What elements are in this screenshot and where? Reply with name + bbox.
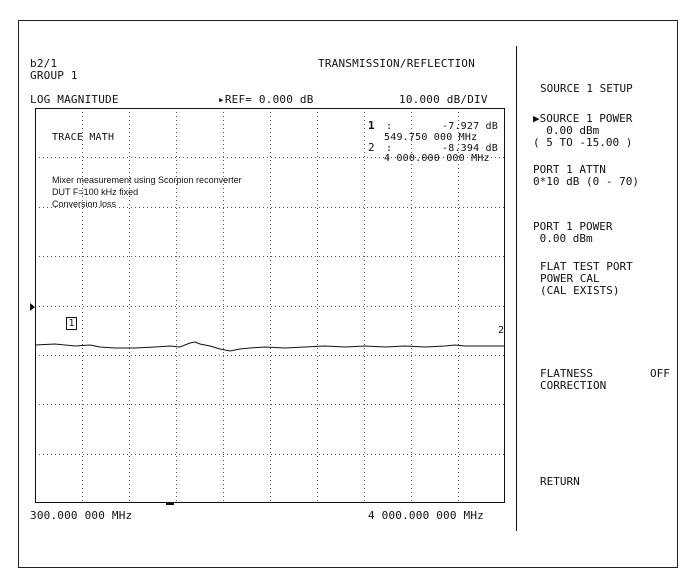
softkey-correction-label: CORRECTION (540, 379, 607, 392)
trace-line (35, 341, 505, 352)
marker1-box: 1 (66, 317, 77, 330)
softkey-menu-title: SOURCE 1 SETUP (540, 82, 633, 95)
screen-frame (18, 20, 678, 568)
format-label: LOG MAGNITUDE (30, 93, 119, 106)
marker2-number: 2 (368, 141, 375, 154)
softkey-return[interactable]: RETURN (540, 475, 580, 488)
softkey-flat-line-2: POWER CAL (540, 272, 600, 285)
marker2-end-label: 2 (498, 325, 505, 336)
graticule (35, 108, 505, 503)
annotation-line-2: DUT F=100 kHz fixed (52, 187, 139, 197)
softkey-divider (516, 46, 517, 531)
bottom-tick (166, 503, 174, 505)
reference-position-icon (30, 303, 35, 311)
softkey-source-power-range: ( 5 TO -15.00 ) (533, 136, 633, 149)
graticule-svg (35, 108, 505, 503)
softkey-flatness-state: OFF (650, 367, 670, 380)
softkey-flat-line-3: (CAL EXISTS) (540, 284, 620, 297)
softkey-source-power-value: 0.00 dBm (533, 124, 600, 137)
channel-label: b2/1 (30, 57, 58, 70)
scale-label: 10.000 dB/DIV (399, 93, 488, 106)
marker1-frequency: 549.750 000 MHz (384, 132, 478, 143)
stop-frequency: 4 000.000 000 MHz (368, 509, 484, 522)
marker2-value: -8.394 dB (442, 143, 498, 154)
marker2-colon: : (386, 143, 393, 154)
softkey-source-power-label: ▶SOURCE 1 POWER (533, 112, 633, 125)
softkey-attn-label: PORT 1 ATTN (533, 163, 606, 176)
marker1-colon: : (386, 121, 393, 132)
annotation-line-1: Mixer measurement using Scorpion reconve… (52, 175, 242, 185)
softkey-attn-value: 0*10 dB (0 - 70) (533, 175, 639, 188)
marker1-number: 1 (368, 119, 375, 132)
trace-math-label: TRACE MATH (52, 132, 115, 143)
mode-label: TRANSMISSION/REFLECTION (318, 57, 475, 70)
group-label: GROUP 1 (30, 69, 78, 82)
marker1-value: -7.927 dB (442, 121, 498, 132)
reference-label: ▸REF= 0.000 dB (218, 93, 314, 106)
annotation-line-3: Conversion loss (52, 199, 117, 209)
softkey-port-power-label: PORT 1 POWER (533, 220, 613, 233)
start-frequency: 300.000 000 MHz (30, 509, 133, 522)
softkey-flat-line-1: FLAT TEST PORT (540, 260, 633, 273)
softkey-port-power-value: 0.00 dBm (533, 232, 593, 245)
marker2-frequency: 4 000.000 000 MHz (384, 153, 490, 164)
softkey-flatness-label: FLATNESS (540, 367, 593, 380)
